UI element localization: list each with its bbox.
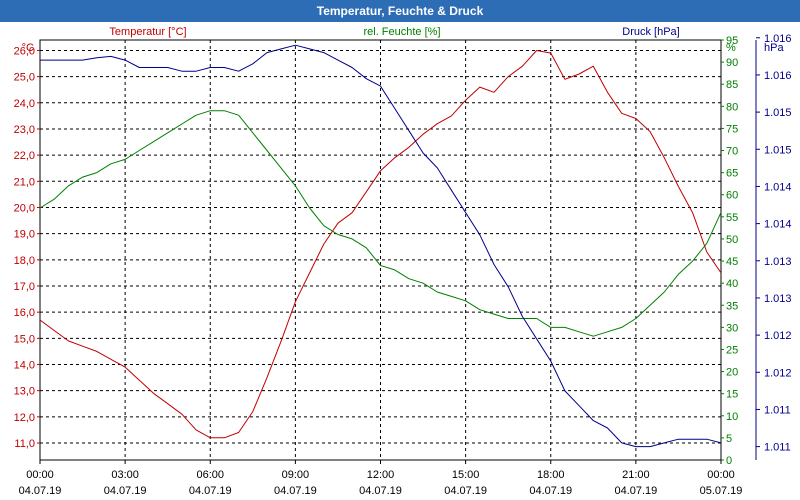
x-tick-date: 05.07.19 (700, 485, 743, 497)
temperature-tick-label: 22,0 (14, 150, 35, 162)
humidity-tick-label: 70 (726, 146, 738, 158)
temperature-unit-label: °C (22, 42, 34, 54)
temperature-tick-label: 26,0 (14, 45, 35, 57)
x-tick-date: 04.07.19 (189, 485, 232, 497)
pressure-tick-label: 1.015 (764, 144, 792, 156)
temperature-tick-label: 14,0 (14, 359, 35, 371)
x-tick-time: 09:00 (282, 469, 310, 481)
x-tick-time: 00:00 (707, 469, 735, 481)
humidity-tick-label: 45 (726, 256, 738, 268)
pressure-tick-label: 1.015 (764, 107, 792, 119)
pressure-axis-ticks: 1.011 1.011 1.012 1.012 1.013 1.013 1.014 1.014… (755, 33, 792, 460)
humidity-tick-label: 35 (726, 300, 738, 312)
humidity-tick-label: 75 (726, 123, 738, 135)
gridlines (40, 40, 721, 460)
humidity-tick-label: 60 (726, 190, 738, 202)
temperature-tick-label: 12,0 (14, 412, 35, 424)
temperature-tick-label: 11,0 (14, 438, 35, 450)
temperature-tick-label: 16,0 (14, 307, 35, 319)
humidity-line (39, 110, 722, 337)
humidity-tick-label: 25 (726, 344, 738, 356)
pressure-tick-label: 1.014 (764, 181, 792, 193)
chart-area: 11,0 12,0 13,0 14,0 15,0 16,0 17,0 18,0 19,0 20,0… (14, 26, 792, 497)
temperature-tick-label: 15,0 (14, 333, 35, 345)
humidity-axis-label: rel. Feuchte [%] (363, 26, 440, 38)
pressure-unit-label: hPa (764, 42, 784, 54)
temperature-axis-label: Temperatur [°C] (109, 26, 186, 38)
chart-title: Temperatur, Feuchte & Druck (0, 0, 800, 22)
x-tick-date: 04.07.19 (529, 485, 572, 497)
humidity-tick-label: 90 (726, 57, 738, 69)
temperature-tick-label: 23,0 (14, 124, 35, 136)
humidity-tick-label: 15 (726, 389, 738, 401)
humidity-tick-label: 40 (726, 278, 738, 290)
temperature-axis-ticks: 11,0 12,0 13,0 14,0 15,0 16,0 17,0 18,0 19,0 20,0… (14, 45, 40, 450)
humidity-tick-label: 5 (726, 433, 732, 445)
x-tick-date: 04.07.19 (104, 485, 147, 497)
x-tick-date: 04.07.19 (359, 485, 402, 497)
pressure-tick-label: 1.011 (764, 442, 791, 454)
humidity-tick-label: 95 (726, 35, 738, 47)
temperature-line (39, 50, 722, 439)
humidity-tick-label: 85 (726, 79, 738, 91)
humidity-tick-label: 30 (726, 322, 738, 334)
humidity-tick-label: 50 (726, 234, 738, 246)
temperature-tick-label: 24,0 (14, 98, 35, 110)
x-tick-time: 03:00 (111, 469, 139, 481)
pressure-tick-label: 1.016 (764, 33, 792, 45)
humidity-tick-label: 55 (726, 212, 738, 224)
temperature-tick-label: 13,0 (14, 386, 35, 398)
pressure-tick-label: 1.014 (764, 219, 792, 231)
axis-headers: °C Temperatur [°C] rel. Feuchte [%] Druc… (22, 26, 785, 54)
temperature-tick-label: 18,0 (14, 255, 35, 267)
pressure-tick-label: 1.012 (764, 330, 792, 342)
x-tick-time: 15:00 (452, 469, 480, 481)
x-tick-time: 00:00 (26, 469, 54, 481)
x-tick-time: 12:00 (367, 469, 395, 481)
pressure-axis-label: Druck [hPa] (622, 26, 679, 38)
pressure-tick-label: 1.013 (764, 256, 792, 268)
x-tick-time: 06:00 (196, 469, 224, 481)
temperature-tick-label: 25,0 (14, 72, 35, 84)
pressure-tick-label: 1.011 (764, 404, 791, 416)
x-tick-date: 04.07.19 (614, 485, 657, 497)
pressure-tick-label: 1.012 (764, 367, 792, 379)
pressure-tick-label: 1.013 (764, 293, 792, 305)
humidity-unit-label: % (726, 42, 736, 54)
humidity-tick-label: 80 (726, 101, 738, 113)
x-tick-date: 04.07.19 (444, 485, 487, 497)
pressure-line (40, 44, 722, 448)
humidity-tick-label: 10 (726, 411, 738, 423)
x-tick-time: 21:00 (622, 469, 650, 481)
series-lines (39, 44, 722, 448)
x-tick-date: 04.07.19 (19, 485, 62, 497)
humidity-tick-label: 20 (726, 367, 738, 379)
humidity-tick-label: 65 (726, 168, 738, 180)
temperature-tick-label: 19,0 (14, 229, 35, 241)
x-axis-ticks: 00:00 04.07.19 03:00 04.07.19 06:00 04.07.19 0… (19, 460, 743, 497)
humidity-tick-label: 0 (726, 455, 732, 467)
x-tick-date: 04.07.19 (274, 485, 317, 497)
temperature-tick-label: 20,0 (14, 202, 35, 214)
humidity-axis-ticks: 0 5 10 15 20 25 30 35 40 45 50 55 60 65 70 75 80 85 90 95 (721, 35, 738, 467)
pressure-tick-label: 1.016 (764, 70, 792, 82)
temperature-tick-label: 21,0 (14, 176, 35, 188)
x-tick-time: 18:00 (537, 469, 565, 481)
temperature-tick-label: 17,0 (14, 281, 35, 293)
